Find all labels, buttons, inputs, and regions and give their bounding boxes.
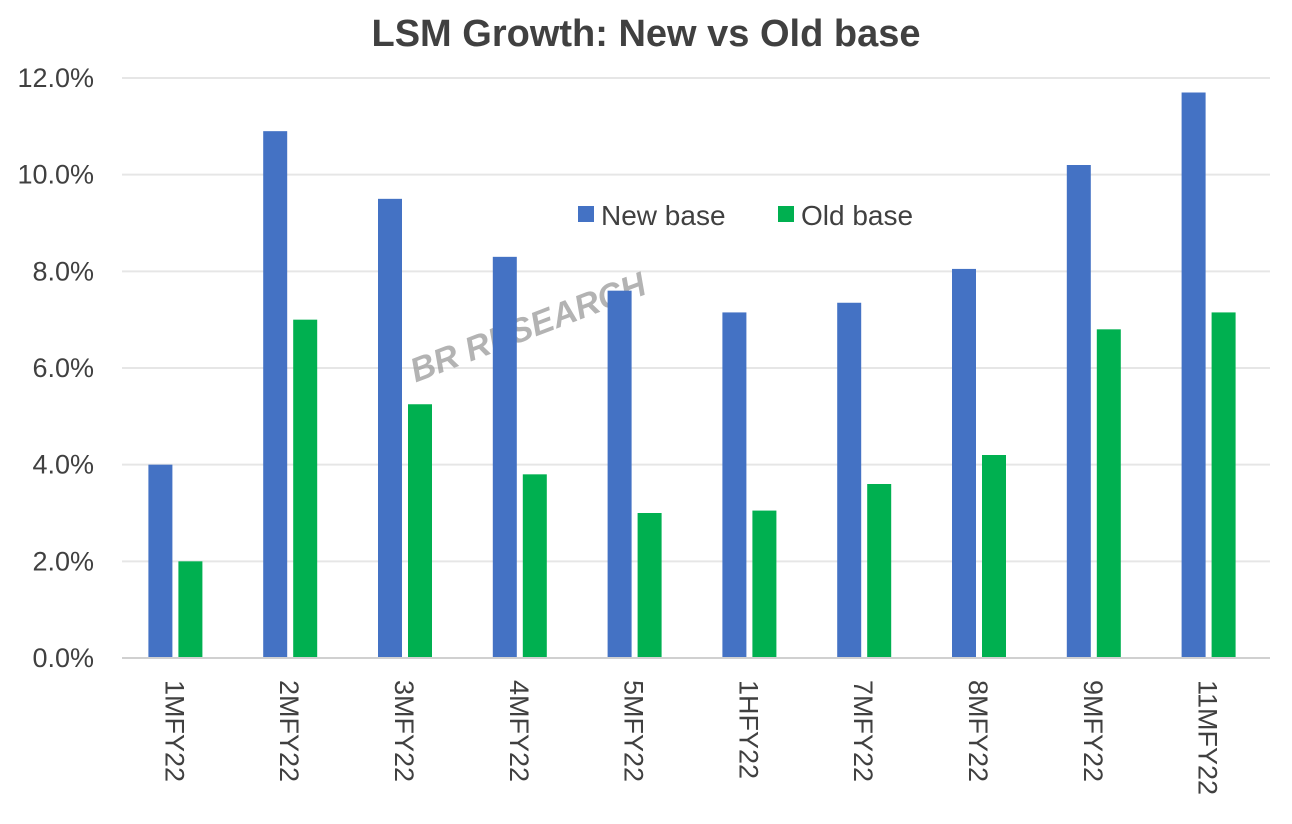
x-category-label: 2MFY22 — [274, 680, 304, 782]
x-category-label: 1MFY22 — [159, 680, 189, 782]
x-category-label: 8MFY22 — [963, 680, 993, 782]
y-tick-label: 10.0% — [17, 160, 94, 190]
y-axis-tick-labels: 0.0% 2.0% 4.0% 6.0% 8.0% 10.0% 12.0% — [17, 63, 94, 673]
bar-old-base-3mfy22 — [408, 404, 432, 658]
legend-swatch-new-base — [578, 206, 594, 222]
bar-new-base-2mfy22 — [263, 131, 288, 658]
y-tick-label: 0.0% — [32, 643, 94, 673]
bar-new-base-9mfy22 — [1066, 165, 1091, 658]
legend-swatch-old-base — [778, 206, 794, 222]
bar-old-base-2mfy22 — [293, 319, 318, 658]
bar-old-base-5mfy22 — [637, 513, 662, 658]
x-axis-category-labels: 1MFY22 2MFY22 3MFY22 4MFY22 5MFY22 1HFY22 7MFY… — [159, 680, 1222, 795]
chart-title: LSM Growth: New vs Old base — [372, 13, 921, 55]
x-category-label: 7MFY22 — [848, 680, 878, 782]
x-category-label: 11MFY22 — [1193, 680, 1223, 795]
y-tick-label: 8.0% — [32, 256, 94, 286]
bar-old-base-1mfy22 — [178, 561, 203, 658]
bar-old-base-4mfy22 — [522, 474, 547, 658]
bar-new-base-3mfy22 — [378, 198, 402, 659]
x-category-label: 9MFY22 — [1078, 680, 1108, 782]
bar-new-base-11mfy22 — [1181, 92, 1206, 658]
bar-new-base-5mfy22 — [607, 290, 632, 658]
bars — [148, 92, 1236, 659]
bar-old-base-9mfy22 — [1096, 329, 1121, 658]
x-category-label: 4MFY22 — [504, 680, 534, 782]
bar-old-base-7mfy22 — [867, 484, 892, 658]
bar-new-base-4mfy22 — [492, 256, 517, 658]
y-tick-label: 4.0% — [32, 450, 94, 480]
legend-label-new-base: New base — [601, 200, 726, 231]
x-category-label: 1HFY22 — [733, 680, 763, 779]
bar-new-base-8mfy22 — [952, 268, 976, 658]
bar-old-base-8mfy22 — [982, 455, 1006, 658]
x-category-label: 3MFY22 — [389, 680, 419, 782]
bar-new-base-7mfy22 — [837, 302, 862, 658]
bar-new-base-1mfy22 — [148, 464, 173, 658]
y-tick-label: 6.0% — [32, 353, 94, 383]
bar-old-base-1hfy22 — [752, 510, 777, 658]
y-tick-label: 12.0% — [17, 63, 94, 93]
legend-label-old-base: Old base — [801, 200, 913, 231]
y-tick-label: 2.0% — [32, 546, 94, 576]
x-category-label: 5MFY22 — [619, 680, 649, 782]
legend: New base Old base — [578, 200, 913, 231]
bar-new-base-1hfy22 — [722, 312, 747, 658]
bar-old-base-11mfy22 — [1211, 312, 1236, 658]
